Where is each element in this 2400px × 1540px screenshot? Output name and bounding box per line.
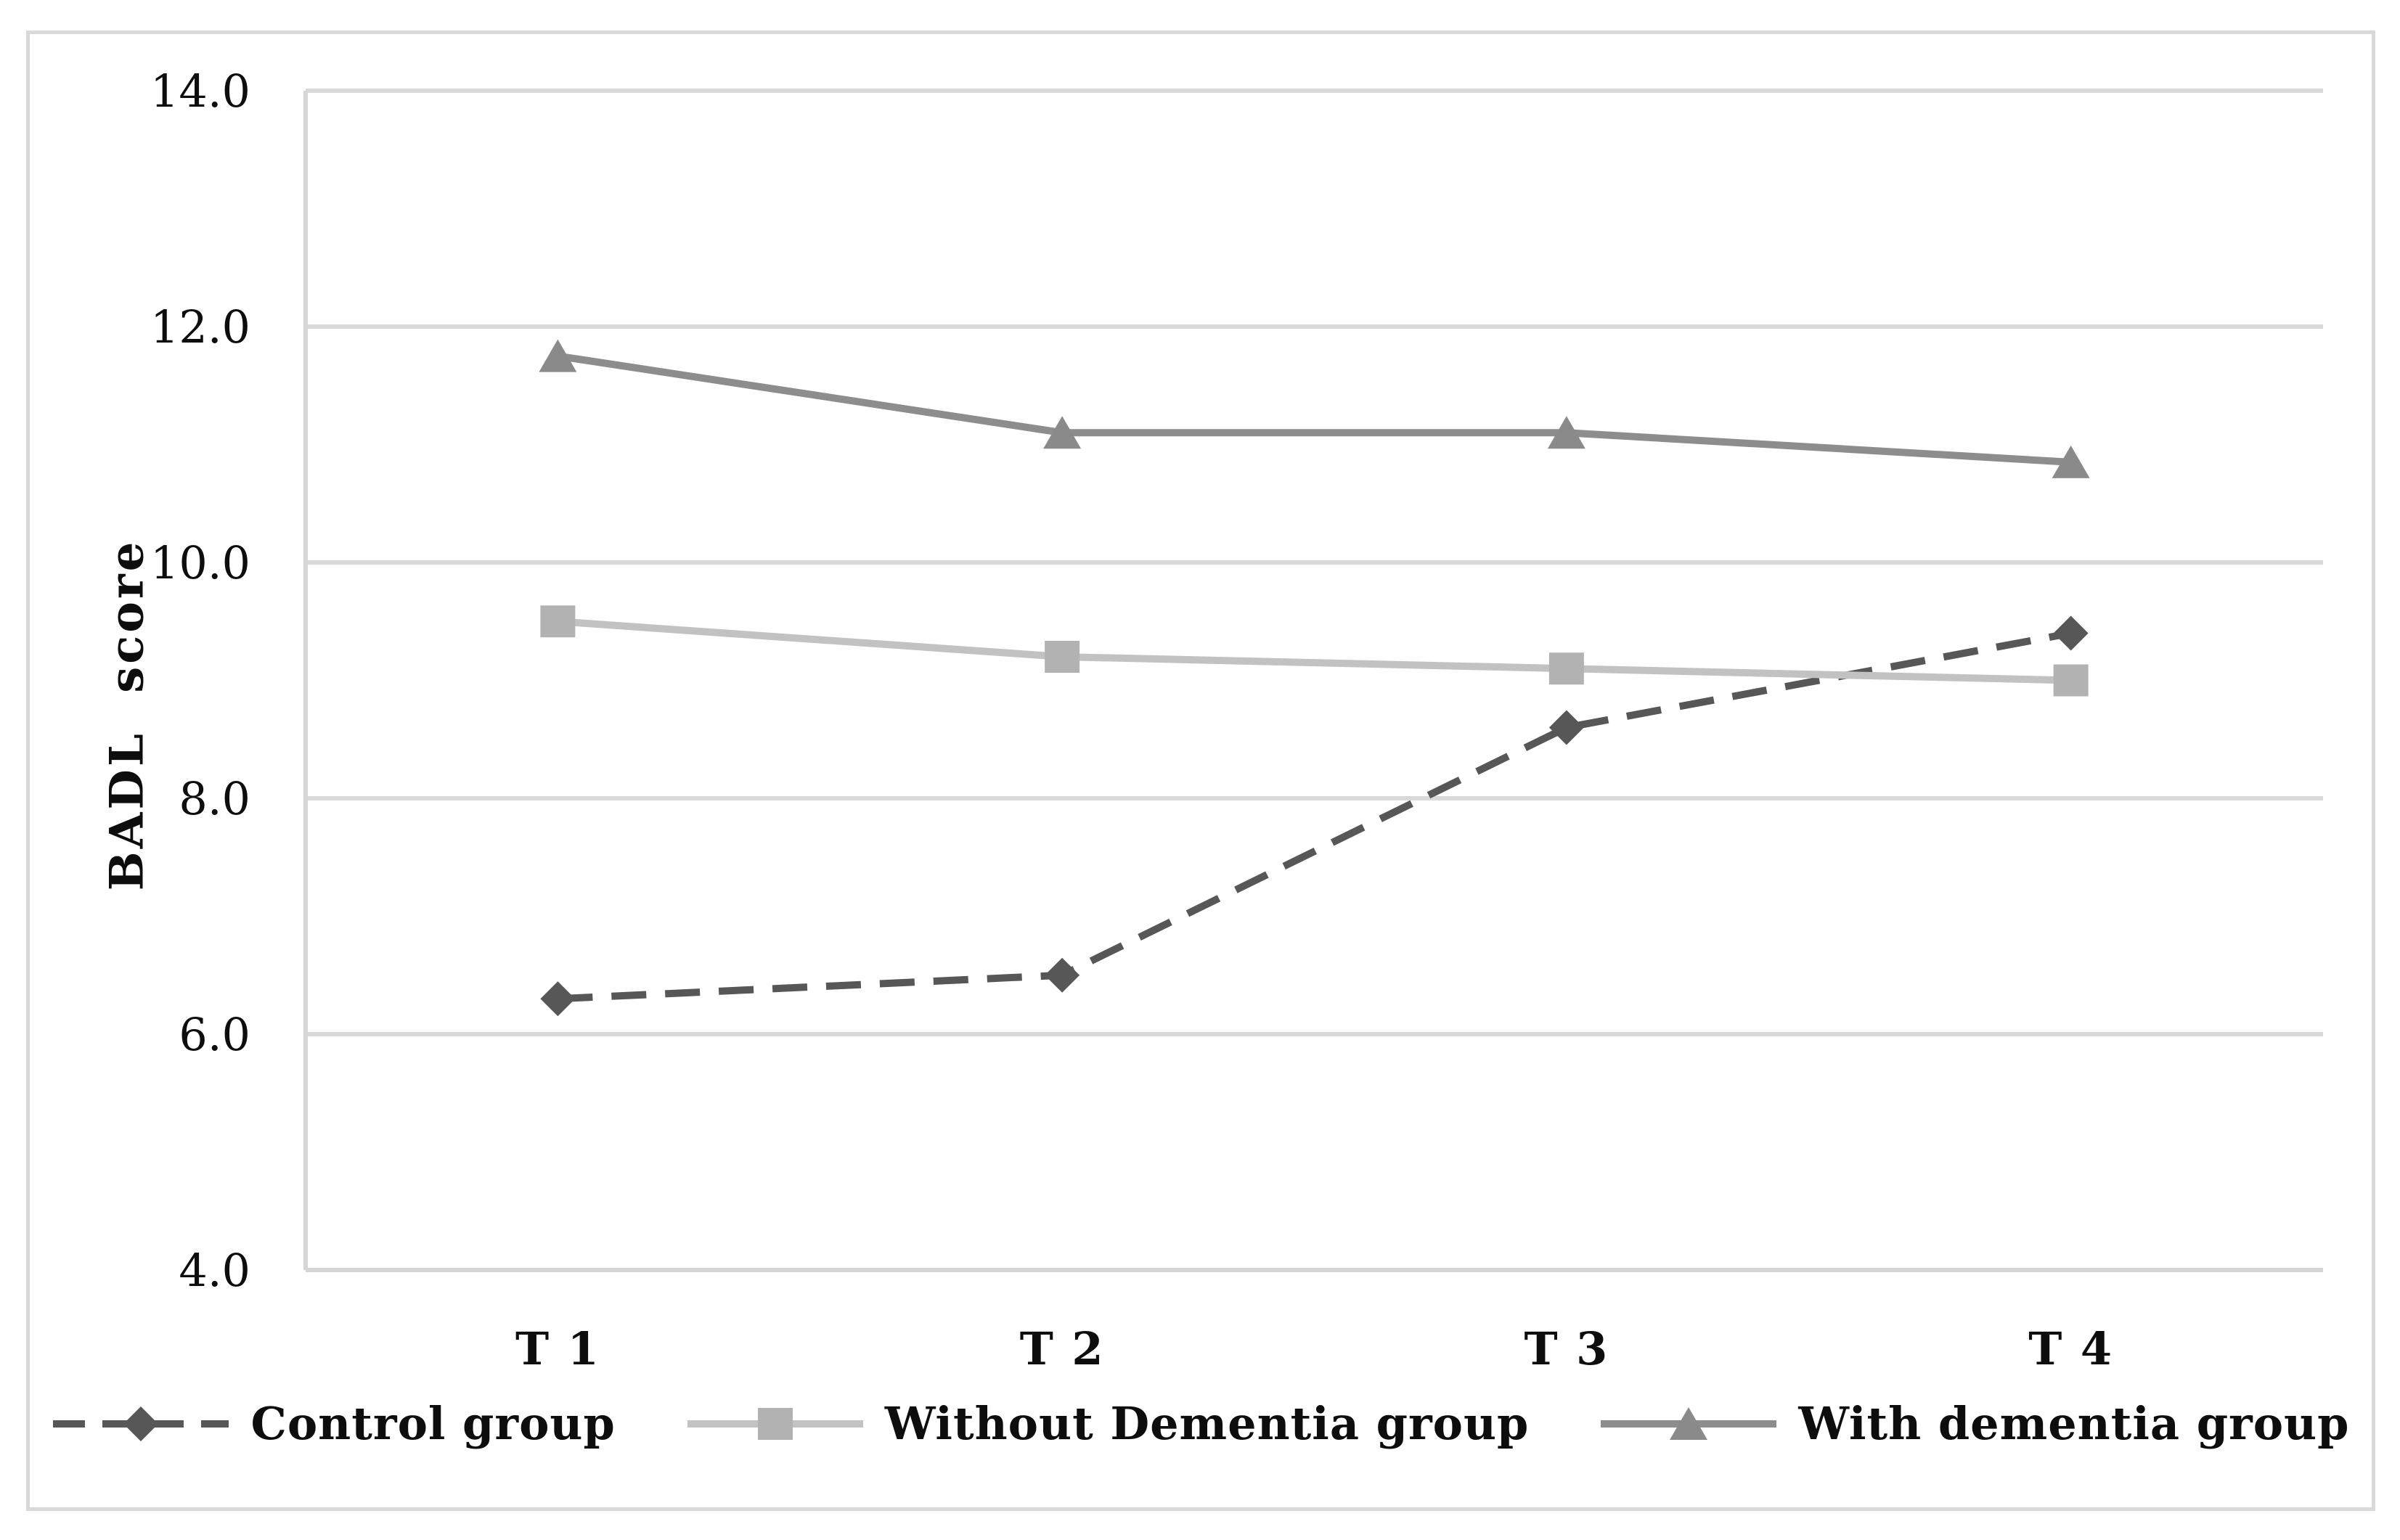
legend-item-with-dementia-group: With dementia group bbox=[1598, 1397, 2349, 1450]
legend-key-marker-with_dementia bbox=[1670, 1406, 1708, 1440]
data-point-without_dementia-t2 bbox=[1045, 641, 1080, 673]
legend-item-control-group: Control group bbox=[50, 1397, 615, 1450]
y-axis-title: BADL score bbox=[99, 538, 155, 891]
data-point-control-t3 bbox=[1548, 710, 1584, 745]
y-tick-label: 10.0 bbox=[150, 536, 250, 589]
series-line-with_dementia bbox=[557, 352, 2071, 466]
data-point-without_dementia-t4 bbox=[2053, 664, 2089, 697]
legend-key-graphic bbox=[53, 1406, 229, 1441]
solid-line-square-legend-icon bbox=[685, 1398, 866, 1450]
legend-item-without-dementia-group: Without Dementia group bbox=[685, 1397, 1530, 1450]
series-line-control bbox=[558, 629, 2072, 1003]
x-category-label: T 3 bbox=[1524, 1322, 1609, 1375]
data-point-with_dementia-t1 bbox=[539, 339, 577, 372]
y-tick-label: 14.0 bbox=[150, 65, 250, 118]
legend-key-marker-without_dementia bbox=[757, 1407, 793, 1440]
y-tick-label: 6.0 bbox=[179, 1008, 250, 1061]
series-line-without_dementia bbox=[558, 618, 2071, 684]
legend: Control group Without Dementia group Wit… bbox=[0, 1397, 2400, 1450]
legend-label-control-group: Control group bbox=[250, 1397, 616, 1450]
data-point-control-t2 bbox=[1045, 957, 1080, 993]
y-tick-label: 8.0 bbox=[179, 772, 250, 825]
data-point-with_dementia-t4 bbox=[2052, 445, 2090, 478]
chart-frame bbox=[26, 30, 2375, 1511]
solid-line-triangle-legend-icon bbox=[1598, 1398, 1779, 1450]
dashed-line-diamond-legend-icon bbox=[50, 1398, 232, 1450]
data-point-without_dementia-t3 bbox=[1548, 652, 1584, 685]
y-tick-label: 12.0 bbox=[150, 300, 250, 353]
legend-label-with-dementia-group: With dementia group bbox=[1798, 1397, 2350, 1450]
x-category-label: T 1 bbox=[515, 1322, 600, 1375]
x-category-label: T 4 bbox=[2028, 1322, 2113, 1375]
data-point-with_dementia-t3 bbox=[1547, 416, 1585, 449]
y-tick-label: 4.0 bbox=[179, 1244, 250, 1297]
legend-key-marker-control bbox=[123, 1406, 159, 1441]
x-category-label: T 2 bbox=[1020, 1322, 1105, 1375]
data-point-with_dementia-t2 bbox=[1043, 416, 1082, 449]
data-point-without_dementia-t1 bbox=[540, 605, 576, 638]
legend-label-without-dementia-group: Without Dementia group bbox=[884, 1397, 1530, 1450]
legend-key-graphic bbox=[687, 1407, 863, 1440]
legend-key-graphic bbox=[1601, 1406, 1777, 1440]
data-point-control-t4 bbox=[2053, 615, 2089, 651]
data-point-control-t1 bbox=[540, 981, 576, 1017]
